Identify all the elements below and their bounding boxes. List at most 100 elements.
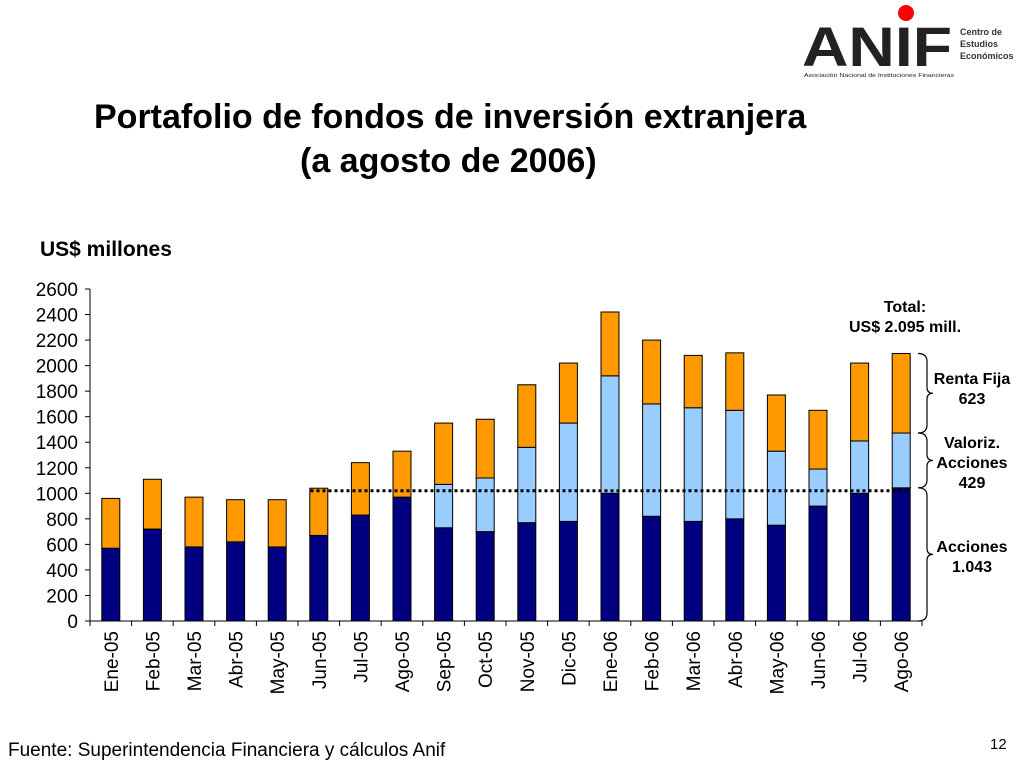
bar-segment-renta-fija: [808, 409, 828, 470]
renta-fija-value: 623: [958, 391, 986, 408]
bar-segment-renta-fija: [683, 354, 703, 409]
title-line-2: (a agosto de 2006): [300, 142, 597, 180]
x-tick-label: Oct-05: [476, 631, 497, 688]
bar-segment-valorizacion: [517, 446, 537, 524]
bar-segment-renta-fija: [642, 339, 662, 405]
bar-segment-renta-fija: [725, 352, 745, 411]
y-tick-label: 1200: [36, 459, 78, 480]
x-tick-label: Ene-05: [102, 631, 123, 692]
acciones-label: Acciones: [936, 539, 1008, 556]
logo-red-dot: [898, 5, 914, 21]
acciones-annotation: Acciones 1.043: [922, 538, 1022, 578]
x-tick-label: Jul-05: [351, 631, 372, 683]
bar-segment-renta-fija: [392, 450, 412, 498]
bar-segment-acciones: [808, 505, 828, 622]
y-tick-label: 1400: [36, 433, 78, 454]
x-tick-label: Ene-06: [601, 631, 622, 692]
x-tick-label: Jun-05: [310, 631, 331, 689]
bar-segment-renta-fija: [309, 487, 329, 536]
bar-segment-acciones: [142, 528, 162, 622]
y-tick-label: 2200: [36, 331, 78, 352]
y-tick-label: 1000: [36, 484, 78, 505]
logo-side-line: Estudios: [960, 39, 999, 49]
bar-segment-valorizacion: [891, 432, 911, 489]
bar-segment-acciones: [891, 487, 911, 622]
bar-segment-acciones: [392, 496, 412, 622]
x-tick-label: Dic-05: [559, 631, 580, 686]
bar-segment-renta-fija: [434, 422, 454, 485]
bar-segment-acciones: [101, 547, 121, 622]
brace-valoriz-acciones: [917, 432, 934, 489]
bar-segment-renta-fija: [600, 311, 620, 377]
bar-segment-valorizacion: [558, 422, 578, 522]
bar-segment-renta-fija: [226, 499, 246, 543]
valoriz-annotation: Valoriz. Acciones 429: [922, 434, 1022, 494]
x-tick-label: Sep-05: [435, 631, 456, 692]
y-tick-label: 1800: [36, 382, 78, 403]
brace-acciones: [917, 487, 934, 622]
bar-segment-renta-fija: [350, 462, 370, 516]
bar-segment-acciones: [350, 514, 370, 622]
x-tick-label: Mar-06: [684, 631, 705, 691]
y-tick-label: 1600: [36, 408, 78, 429]
valoriz-label-1: Valoriz.: [943, 435, 1001, 452]
x-tick-label: Nov-05: [518, 631, 539, 692]
y-tick-label: 800: [46, 510, 78, 531]
bar-segment-valorizacion: [725, 409, 745, 520]
bar-segment-renta-fija: [142, 478, 162, 530]
x-tick-label: Ago-06: [892, 631, 913, 692]
valoriz-value: 429: [958, 475, 986, 492]
logo-side-text: Centro de Estudios Económicos: [960, 26, 1014, 62]
title-line-1: Portafolio de fondos de inversión extran…: [94, 98, 807, 136]
x-tick-label: May-05: [268, 631, 289, 694]
acciones-value: 1.043: [951, 559, 993, 576]
bar-segment-valorizacion: [600, 375, 620, 494]
bar-segment-acciones: [309, 534, 329, 622]
y-tick-label: 400: [46, 561, 78, 582]
bar-segment-renta-fija: [475, 418, 495, 479]
total-label: Total:: [883, 299, 927, 316]
valoriz-label-2: Acciones: [936, 455, 1008, 472]
bar-segment-acciones: [475, 531, 495, 622]
y-tick-label: 2600: [36, 280, 78, 301]
logo-wordmark: ANIF: [802, 15, 952, 78]
bar-segment-acciones: [226, 541, 246, 622]
bar-segment-acciones: [600, 492, 620, 622]
bar-segment-acciones: [642, 515, 662, 622]
total-annotation: Total: US$ 2.095 mill.: [820, 298, 990, 338]
bar-segment-acciones: [517, 522, 537, 622]
y-tick-label: 2400: [36, 306, 78, 327]
bar-segment-acciones: [184, 546, 204, 622]
brace-renta-fija: [917, 352, 934, 434]
bar-segment-renta-fija: [184, 496, 204, 548]
logo-side-line: Centro de: [960, 27, 1003, 37]
bar-segment-acciones: [558, 520, 578, 622]
unit-label: US$ millones: [40, 238, 172, 261]
bar-segment-acciones: [267, 546, 287, 622]
total-value: US$ 2.095 mill.: [848, 319, 962, 336]
y-tick-label: 200: [46, 586, 78, 607]
bar-segment-renta-fija: [850, 362, 870, 442]
bar-segment-valorizacion: [642, 403, 662, 517]
y-tick-label: 2000: [36, 357, 78, 378]
bar-segment-renta-fija: [891, 352, 911, 434]
bar-segment-acciones: [683, 520, 703, 622]
x-tick-label: May-06: [767, 631, 788, 694]
x-tick-label: Mar-05: [185, 631, 206, 691]
logo-side-line: Económicos: [960, 51, 1014, 61]
bar-segment-renta-fija: [267, 499, 287, 548]
source-note: Fuente: Superintendencia Financiera y cá…: [8, 740, 446, 761]
bar-segment-renta-fija: [101, 497, 121, 549]
x-tick-label: Abr-06: [726, 631, 747, 688]
bar-segment-renta-fija: [766, 394, 786, 452]
bar-segment-acciones: [850, 492, 870, 622]
bar-segment-acciones: [766, 524, 786, 622]
bar-segment-acciones: [434, 527, 454, 622]
bar-segment-valorizacion: [766, 450, 786, 526]
bar-segment-valorizacion: [850, 440, 870, 494]
page-number: 12: [990, 736, 1007, 753]
x-tick-label: Ago-05: [393, 631, 414, 692]
x-tick-label: Feb-05: [143, 631, 164, 691]
bar-segment-acciones: [725, 518, 745, 622]
